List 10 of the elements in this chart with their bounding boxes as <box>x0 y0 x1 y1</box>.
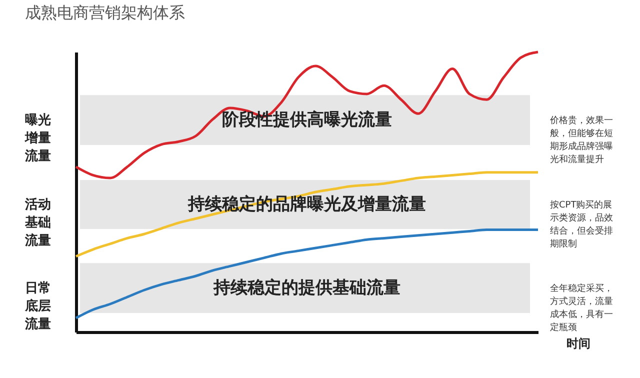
text: 按CPT购买的展示类资源，品效结合，但会受排期限制 <box>550 199 613 250</box>
band-label: 持续稳定的提供基础流量 <box>212 278 400 298</box>
text: 活动基础流量 <box>24 197 51 248</box>
text: 全年稳定采买，方式灵活，流量成本低，具有一定瓶颈 <box>550 283 613 334</box>
chart-title: 成熟电商营销架构体系 <box>25 2 185 22</box>
text: 曝光增量流量 <box>24 113 51 164</box>
text: 日常底层流量 <box>24 281 51 332</box>
x-axis-title: 时间 <box>566 336 590 350</box>
band-label: 阶段性提供高曝光流量 <box>222 110 392 130</box>
text: 价格贵，效果一般，但能够在短期形成品牌强曝光和流量提升 <box>549 115 613 166</box>
